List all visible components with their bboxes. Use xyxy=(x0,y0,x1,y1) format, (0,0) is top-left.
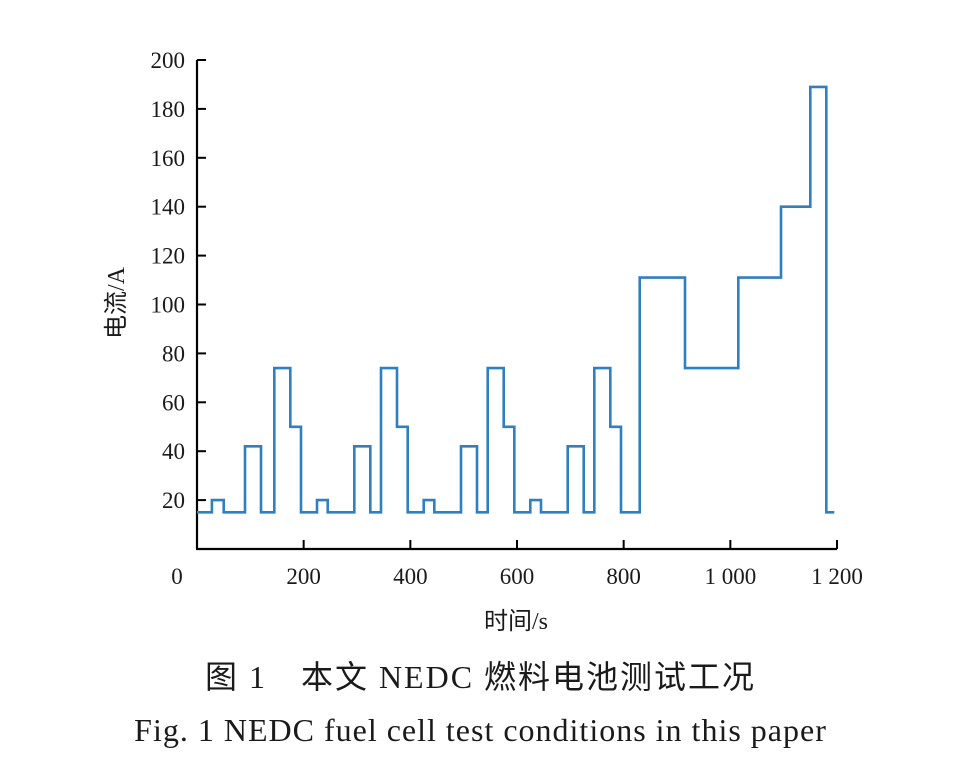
y-axis-ticks: 20 40 60 80 100 120 140 160 180 200 xyxy=(151,48,206,513)
x-axis-ticks: 0 200 400 600 800 1 000 1 200 xyxy=(171,540,863,589)
x-tick-label: 400 xyxy=(393,564,428,589)
x-tick-label: 200 xyxy=(286,564,321,589)
x-tick-label: 600 xyxy=(500,564,535,589)
x-axis-title: 时间/s xyxy=(484,608,548,635)
y-tick-label: 200 xyxy=(151,48,186,73)
x-tick-label: 1 000 xyxy=(704,564,756,589)
y-tick-label: 160 xyxy=(151,146,186,171)
x-tick-label: 1 200 xyxy=(811,564,863,589)
y-tick-label: 80 xyxy=(162,341,185,366)
y-tick-label: 40 xyxy=(162,439,185,464)
y-tick-label: 140 xyxy=(151,195,186,220)
current-series-line xyxy=(197,85,835,514)
x-tick-label: 0 xyxy=(171,564,183,589)
figure-caption-zh: 图 1 本文 NEDC 燃料电池测试工况 xyxy=(204,659,757,695)
series-layer xyxy=(197,85,835,514)
y-tick-label: 180 xyxy=(151,97,186,122)
x-tick-label: 800 xyxy=(606,564,641,589)
y-axis-title: 电流/A xyxy=(103,266,130,339)
chart-axes xyxy=(195,60,837,551)
y-tick-label: 60 xyxy=(162,390,185,415)
y-tick-label: 20 xyxy=(162,488,185,513)
y-tick-label: 120 xyxy=(151,244,186,269)
y-tick-label: 100 xyxy=(151,293,186,318)
figure-caption-en: Fig. 1 NEDC fuel cell test conditions in… xyxy=(134,712,827,748)
